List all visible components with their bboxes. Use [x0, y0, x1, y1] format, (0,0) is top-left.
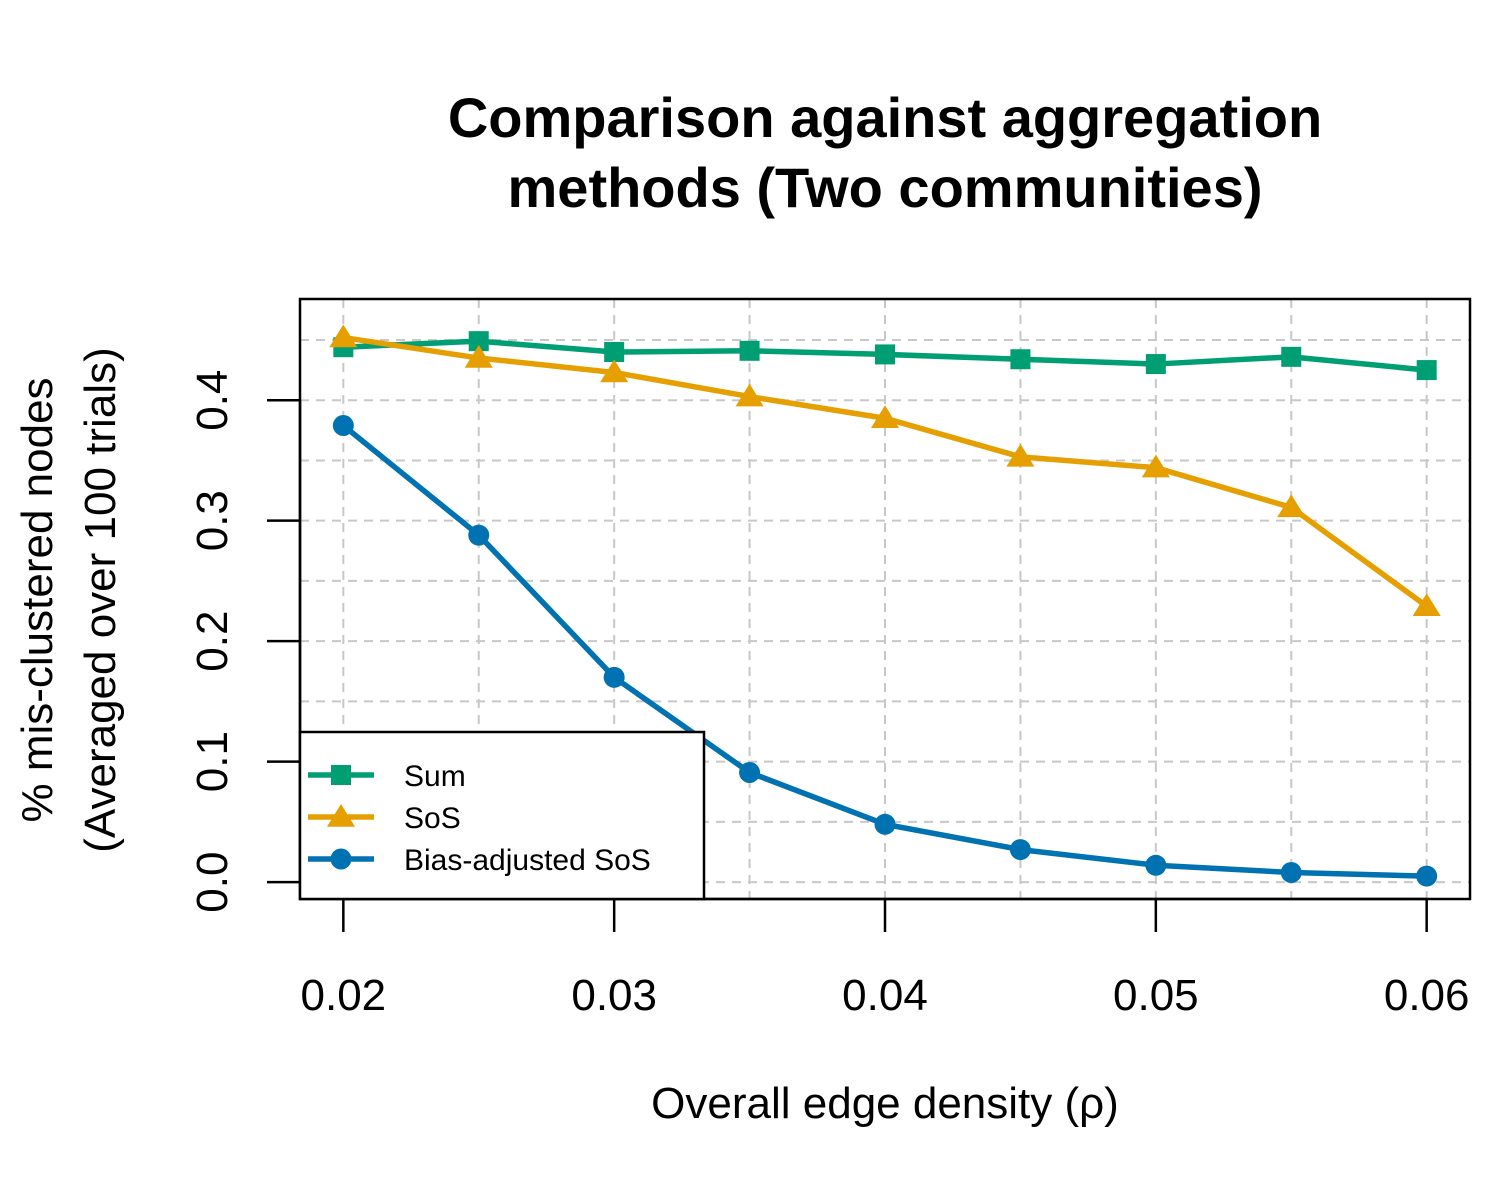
data-point [464, 345, 493, 368]
data-point [1141, 454, 1170, 478]
data-point [874, 813, 896, 835]
legend-label: SoS [404, 802, 461, 835]
series-sos [329, 324, 1441, 616]
y-tick-label: 0.4 [188, 370, 237, 431]
legend-item: Sum [308, 760, 466, 793]
data-point [332, 415, 354, 437]
y-tick-label: 0.3 [188, 490, 237, 551]
x-tick-label: 0.03 [571, 971, 657, 1020]
data-point [870, 405, 900, 429]
legend-marker [326, 804, 356, 827]
data-point [1277, 494, 1306, 518]
legend: Sum SoS Bias-adjusted SoS [298, 730, 706, 901]
data-point [875, 344, 895, 365]
x-axis-label: Overall edge density (ρ) [651, 1079, 1119, 1128]
data-point [468, 331, 489, 352]
data-point [735, 383, 764, 407]
legend-marker [331, 765, 351, 785]
legend-item: Bias-adjusted SoS [308, 844, 651, 877]
data-point [1145, 854, 1167, 876]
x-tick-label: 0.06 [1384, 971, 1470, 1020]
legend-label: Sum [404, 760, 466, 793]
data-point [1006, 443, 1035, 467]
data-point [1010, 349, 1031, 370]
legend-item: SoS [308, 802, 461, 835]
x-axis: 0.02 0.03 0.04 0.05 0.06 [301, 897, 1470, 1020]
data-point [1281, 346, 1302, 367]
y-axis-label-line-2: (Averaged over 100 trials) [76, 347, 125, 852]
series-layer [329, 324, 1441, 887]
x-tick-label: 0.04 [842, 971, 928, 1020]
data-point [603, 666, 625, 688]
y-tick-label: 0.2 [188, 611, 237, 672]
series-bias-adjusted-sos [332, 415, 1438, 887]
data-point [1009, 839, 1031, 861]
data-point [1145, 354, 1166, 375]
x-tick-label: 0.02 [301, 971, 387, 1020]
data-point [1412, 593, 1441, 616]
legend-label: Bias-adjusted SoS [404, 844, 651, 877]
x-tick-label: 0.05 [1113, 971, 1199, 1020]
data-point [739, 761, 761, 783]
data-point [1280, 861, 1302, 883]
chart-title-line-1: Comparison against aggregation [448, 86, 1322, 149]
y-axis: 0.0 0.1 0.2 0.3 0.4 [188, 370, 302, 913]
chart-title-line-2: methods (Two communities) [508, 156, 1263, 219]
data-point [468, 524, 490, 546]
data-point [1416, 360, 1437, 381]
data-point [604, 342, 625, 363]
y-axis-label-line-1: % mis-clustered nodes [13, 377, 62, 822]
y-tick-label: 0.1 [188, 731, 237, 792]
y-tick-label: 0.0 [188, 852, 237, 913]
data-point [739, 340, 760, 361]
legend-marker [330, 848, 352, 870]
data-point [1416, 865, 1438, 887]
data-point [329, 324, 358, 348]
data-point [600, 359, 629, 383]
